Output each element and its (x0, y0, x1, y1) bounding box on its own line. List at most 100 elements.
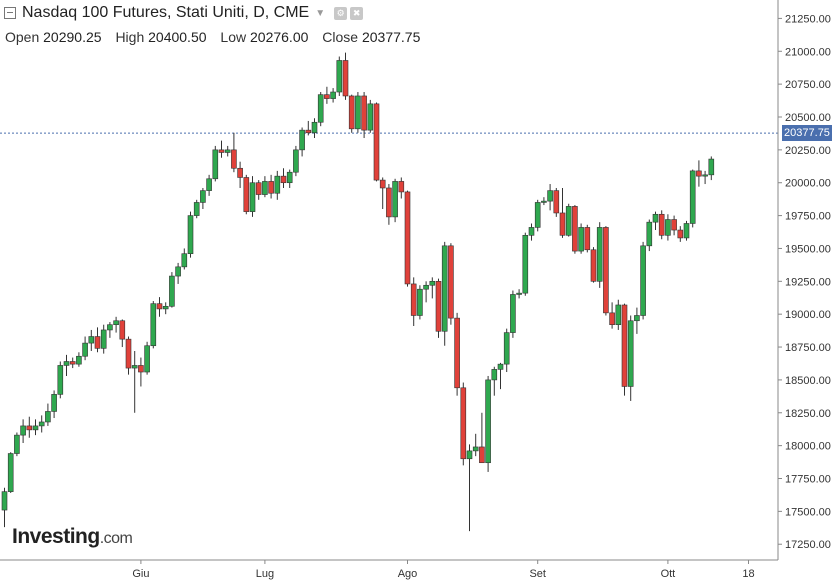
candle[interactable] (454, 312, 460, 396)
candle[interactable] (32, 419, 39, 436)
candle[interactable] (646, 219, 653, 252)
candle[interactable] (330, 88, 336, 103)
collapse-icon[interactable] (4, 7, 16, 19)
candle[interactable] (615, 299, 622, 330)
candle[interactable] (448, 243, 454, 325)
candle[interactable] (609, 302, 615, 329)
candle[interactable] (26, 416, 33, 438)
candle[interactable] (69, 357, 76, 369)
candle[interactable] (88, 329, 95, 351)
candle[interactable] (348, 94, 355, 133)
candle[interactable] (417, 285, 423, 320)
candle[interactable] (125, 336, 132, 375)
candle[interactable] (696, 160, 702, 187)
candle[interactable] (553, 187, 560, 217)
candle[interactable] (435, 278, 442, 338)
candle[interactable] (169, 272, 175, 308)
candle[interactable] (677, 226, 684, 242)
candle[interactable] (218, 140, 225, 158)
candle[interactable] (237, 161, 243, 188)
candle[interactable] (286, 169, 293, 188)
candle[interactable] (460, 382, 467, 466)
candle[interactable] (689, 169, 696, 228)
candle[interactable] (243, 174, 250, 215)
candle[interactable] (249, 176, 256, 217)
candle[interactable] (94, 327, 101, 353)
candle[interactable] (342, 52, 349, 100)
candle[interactable] (324, 86, 330, 104)
candle[interactable] (528, 223, 535, 241)
candle[interactable] (119, 319, 126, 348)
settings-icon[interactable]: ⚙ (334, 6, 348, 20)
candle[interactable] (100, 324, 107, 354)
candle[interactable] (175, 262, 181, 284)
candle[interactable] (634, 307, 640, 334)
candle[interactable] (1, 487, 8, 528)
candle[interactable] (472, 433, 479, 457)
candle[interactable] (38, 415, 45, 433)
candle[interactable] (274, 170, 281, 200)
candle[interactable] (231, 132, 237, 173)
candle[interactable] (491, 366, 498, 396)
candle[interactable] (200, 187, 206, 210)
candle[interactable] (355, 92, 361, 133)
candle[interactable] (51, 390, 57, 419)
candle[interactable] (311, 118, 318, 139)
candle[interactable] (572, 205, 578, 254)
candle[interactable] (82, 336, 88, 361)
candle[interactable] (429, 277, 436, 299)
candle[interactable] (510, 290, 516, 338)
candle[interactable] (162, 302, 169, 315)
candle[interactable] (386, 184, 392, 225)
candle[interactable] (565, 203, 572, 237)
candle[interactable] (665, 214, 671, 241)
candle[interactable] (410, 277, 417, 327)
candle[interactable] (150, 301, 157, 349)
chevron-down-icon[interactable]: ▼ (315, 7, 326, 19)
candle[interactable] (255, 180, 262, 200)
candle[interactable] (708, 156, 715, 181)
candle[interactable] (485, 375, 491, 472)
candle[interactable] (404, 190, 411, 287)
candle[interactable] (336, 56, 343, 96)
candle[interactable] (280, 168, 287, 188)
candle[interactable] (224, 145, 231, 157)
candle[interactable] (398, 177, 405, 199)
candle[interactable] (14, 432, 20, 457)
candle[interactable] (138, 357, 144, 387)
candle[interactable] (113, 316, 119, 333)
candle[interactable] (652, 211, 659, 231)
candle[interactable] (590, 247, 597, 283)
candle[interactable] (547, 184, 553, 211)
candle[interactable] (522, 232, 529, 296)
candle[interactable] (534, 199, 541, 232)
candle[interactable] (497, 362, 504, 390)
candle[interactable] (503, 328, 510, 373)
candle[interactable] (193, 199, 200, 219)
candle[interactable] (268, 174, 274, 199)
candle[interactable] (584, 224, 591, 253)
candle[interactable] (20, 419, 26, 444)
candle[interactable] (621, 303, 628, 396)
candle[interactable] (299, 127, 305, 157)
candle[interactable] (212, 145, 219, 182)
candle[interactable] (373, 102, 380, 182)
candle[interactable] (107, 322, 113, 338)
candle[interactable] (57, 361, 64, 399)
candle[interactable] (441, 241, 448, 346)
candle[interactable] (156, 297, 163, 317)
candle[interactable] (181, 248, 188, 270)
candle[interactable] (658, 210, 665, 240)
candle[interactable] (541, 197, 547, 206)
candle[interactable] (702, 170, 708, 185)
candle[interactable] (423, 281, 429, 303)
gear-icon[interactable]: ✖ (350, 6, 364, 20)
candle[interactable] (516, 289, 522, 299)
candle[interactable] (379, 177, 386, 210)
candle[interactable] (596, 222, 603, 288)
candle[interactable] (206, 174, 212, 196)
candle[interactable] (392, 178, 398, 223)
candle[interactable] (671, 215, 677, 236)
candle[interactable] (45, 403, 51, 426)
